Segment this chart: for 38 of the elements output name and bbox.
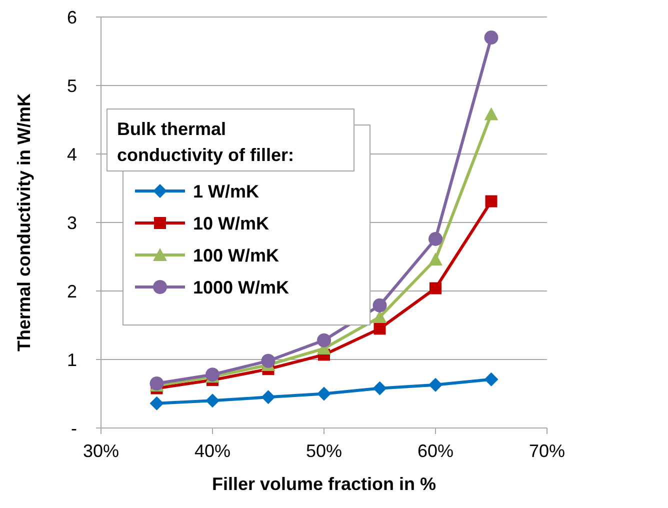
point [372,310,387,324]
legend-label: 10 W/mK [193,213,270,234]
point [317,333,331,348]
x-tick-label: 60% [417,441,454,461]
y-tick-label: - [71,418,77,438]
point [428,378,442,392]
y-tick-label: 5 [66,76,77,96]
point [206,394,220,408]
legend-title: Bulk thermal conductivity of filler: [117,119,294,165]
y-tick-label: 6 [66,7,77,28]
legend-label: 1000 W/mK [193,277,290,298]
point [484,372,498,386]
x-tick-label: 30% [82,441,120,461]
point [150,376,164,390]
x-tick-label: 40% [194,441,231,461]
point [485,195,498,208]
point [372,298,387,312]
y-tick-label: 3 [66,212,77,233]
y-tick-label: 2 [66,281,77,302]
legend-label: 1 W/mK [193,181,260,202]
point [484,30,498,45]
x-tick-label: 70% [528,441,566,461]
point [430,282,442,294]
point [261,390,276,404]
y-tick-label: 1 [66,350,77,370]
point [428,232,442,246]
x-axis-title: Filler volume fraction in % [212,474,436,494]
point [372,381,387,396]
legend-label: 100 W/mK [193,245,280,266]
y-axis-title: Thermal conductivity in W/mK [14,93,34,352]
y-tick-label: 4 [66,144,77,164]
point [317,386,331,401]
point [484,107,498,120]
point [428,252,442,266]
x-tick-label: 50% [306,441,342,461]
point [374,322,386,335]
point [261,354,276,368]
point [150,396,164,410]
